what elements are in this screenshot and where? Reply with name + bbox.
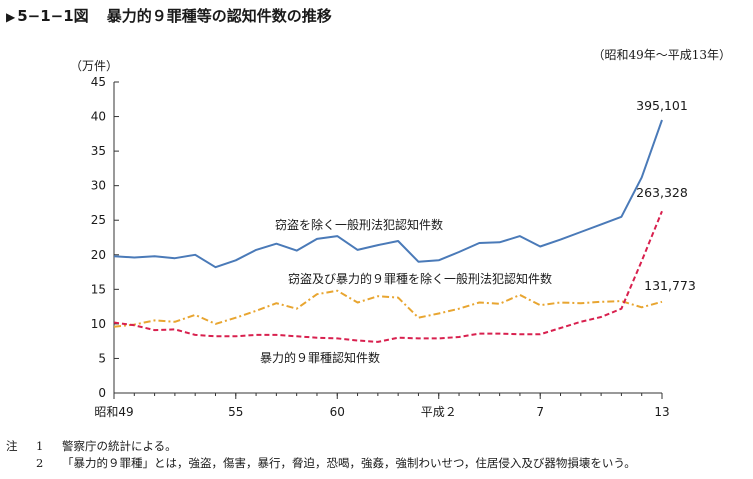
figure-title-text: 暴力的９罪種等の認知件数の推移 <box>106 7 332 25</box>
y-tick-label: 30 <box>91 179 106 193</box>
series-name-label: 窃盗を除く一般刑法犯認知件数 <box>275 217 443 232</box>
note-number: 1 <box>36 439 44 453</box>
y-tick-label: 10 <box>91 317 106 331</box>
series-name-label: 暴力的９罪種認知件数 <box>260 350 380 365</box>
period-label: （昭和49年～平成13年） <box>592 48 731 62</box>
series-line-3 <box>113 210 663 343</box>
note-text: 警察庁の統計による。 <box>62 439 177 453</box>
note-label: 注 <box>6 439 18 453</box>
note-item-2: 2 「暴力的９罪種」とは，強盗，傷害，暴行，脅迫，恐喝，強姦，強制わいせつ，住居侵… <box>6 455 636 472</box>
y-tick-label: 35 <box>91 144 106 158</box>
series-end-value-label: 263,328 <box>636 185 688 200</box>
series-line-2 <box>113 289 663 328</box>
x-tick-label: 昭和49 <box>94 405 133 419</box>
title-marker-icon: ▶ <box>6 10 16 24</box>
note-item-1: 注 1 警察庁の統計による。 <box>6 438 636 455</box>
y-tick-label: 15 <box>91 282 106 296</box>
chart-series <box>113 119 663 343</box>
series-line-1 <box>113 119 663 269</box>
figure-number: 5−1−1図 <box>17 7 89 25</box>
series-end-value-label: 395,101 <box>636 98 688 113</box>
x-tick-label: 60 <box>330 405 345 419</box>
y-tick-label: 40 <box>91 110 106 124</box>
note-number: 2 <box>36 456 44 470</box>
figure-title: ▶ 5−1−1図 暴力的９罪種等の認知件数の推移 <box>6 5 332 26</box>
chart-axes: 0 5 10 15 20 25 30 35 40 45 （万件） 昭和49 55 60 平成２ 7 13 <box>70 59 670 419</box>
y-tick-label: 45 <box>91 75 106 89</box>
y-tick-label: 0 <box>98 386 106 400</box>
chart-labels: 窃盗を除く一般刑法犯認知件数窃盗及び暴力的９罪種を除く一般刑法犯認知件数暴力的９… <box>260 98 696 365</box>
x-tick-label: 7 <box>536 405 544 419</box>
x-tick-label: 55 <box>228 405 243 419</box>
y-tick-label: 5 <box>98 351 106 365</box>
line-chart: 0 5 10 15 20 25 30 35 40 45 （万件） 昭和49 55 60 平成２ 7 13 窃盗を… <box>70 59 696 419</box>
series-name-label: 窃盗及び暴力的９罪種を除く一般刑法犯認知件数 <box>288 271 552 286</box>
y-tick-label: 20 <box>91 248 106 262</box>
series-end-value-label: 131,773 <box>644 278 696 293</box>
y-axis-unit-label: （万件） <box>70 59 118 73</box>
x-tick-label: 平成２ <box>421 405 457 419</box>
note-text: 「暴力的９罪種」とは，強盗，傷害，暴行，脅迫，恐喝，強姦，強制わいせつ，住居侵入… <box>62 456 636 470</box>
x-tick-label: 13 <box>654 405 669 419</box>
y-tick-label: 25 <box>91 213 106 227</box>
notes: 注 1 警察庁の統計による。 2 「暴力的９罪種」とは，強盗，傷害，暴行，脅迫，恐喝，… <box>6 438 636 472</box>
